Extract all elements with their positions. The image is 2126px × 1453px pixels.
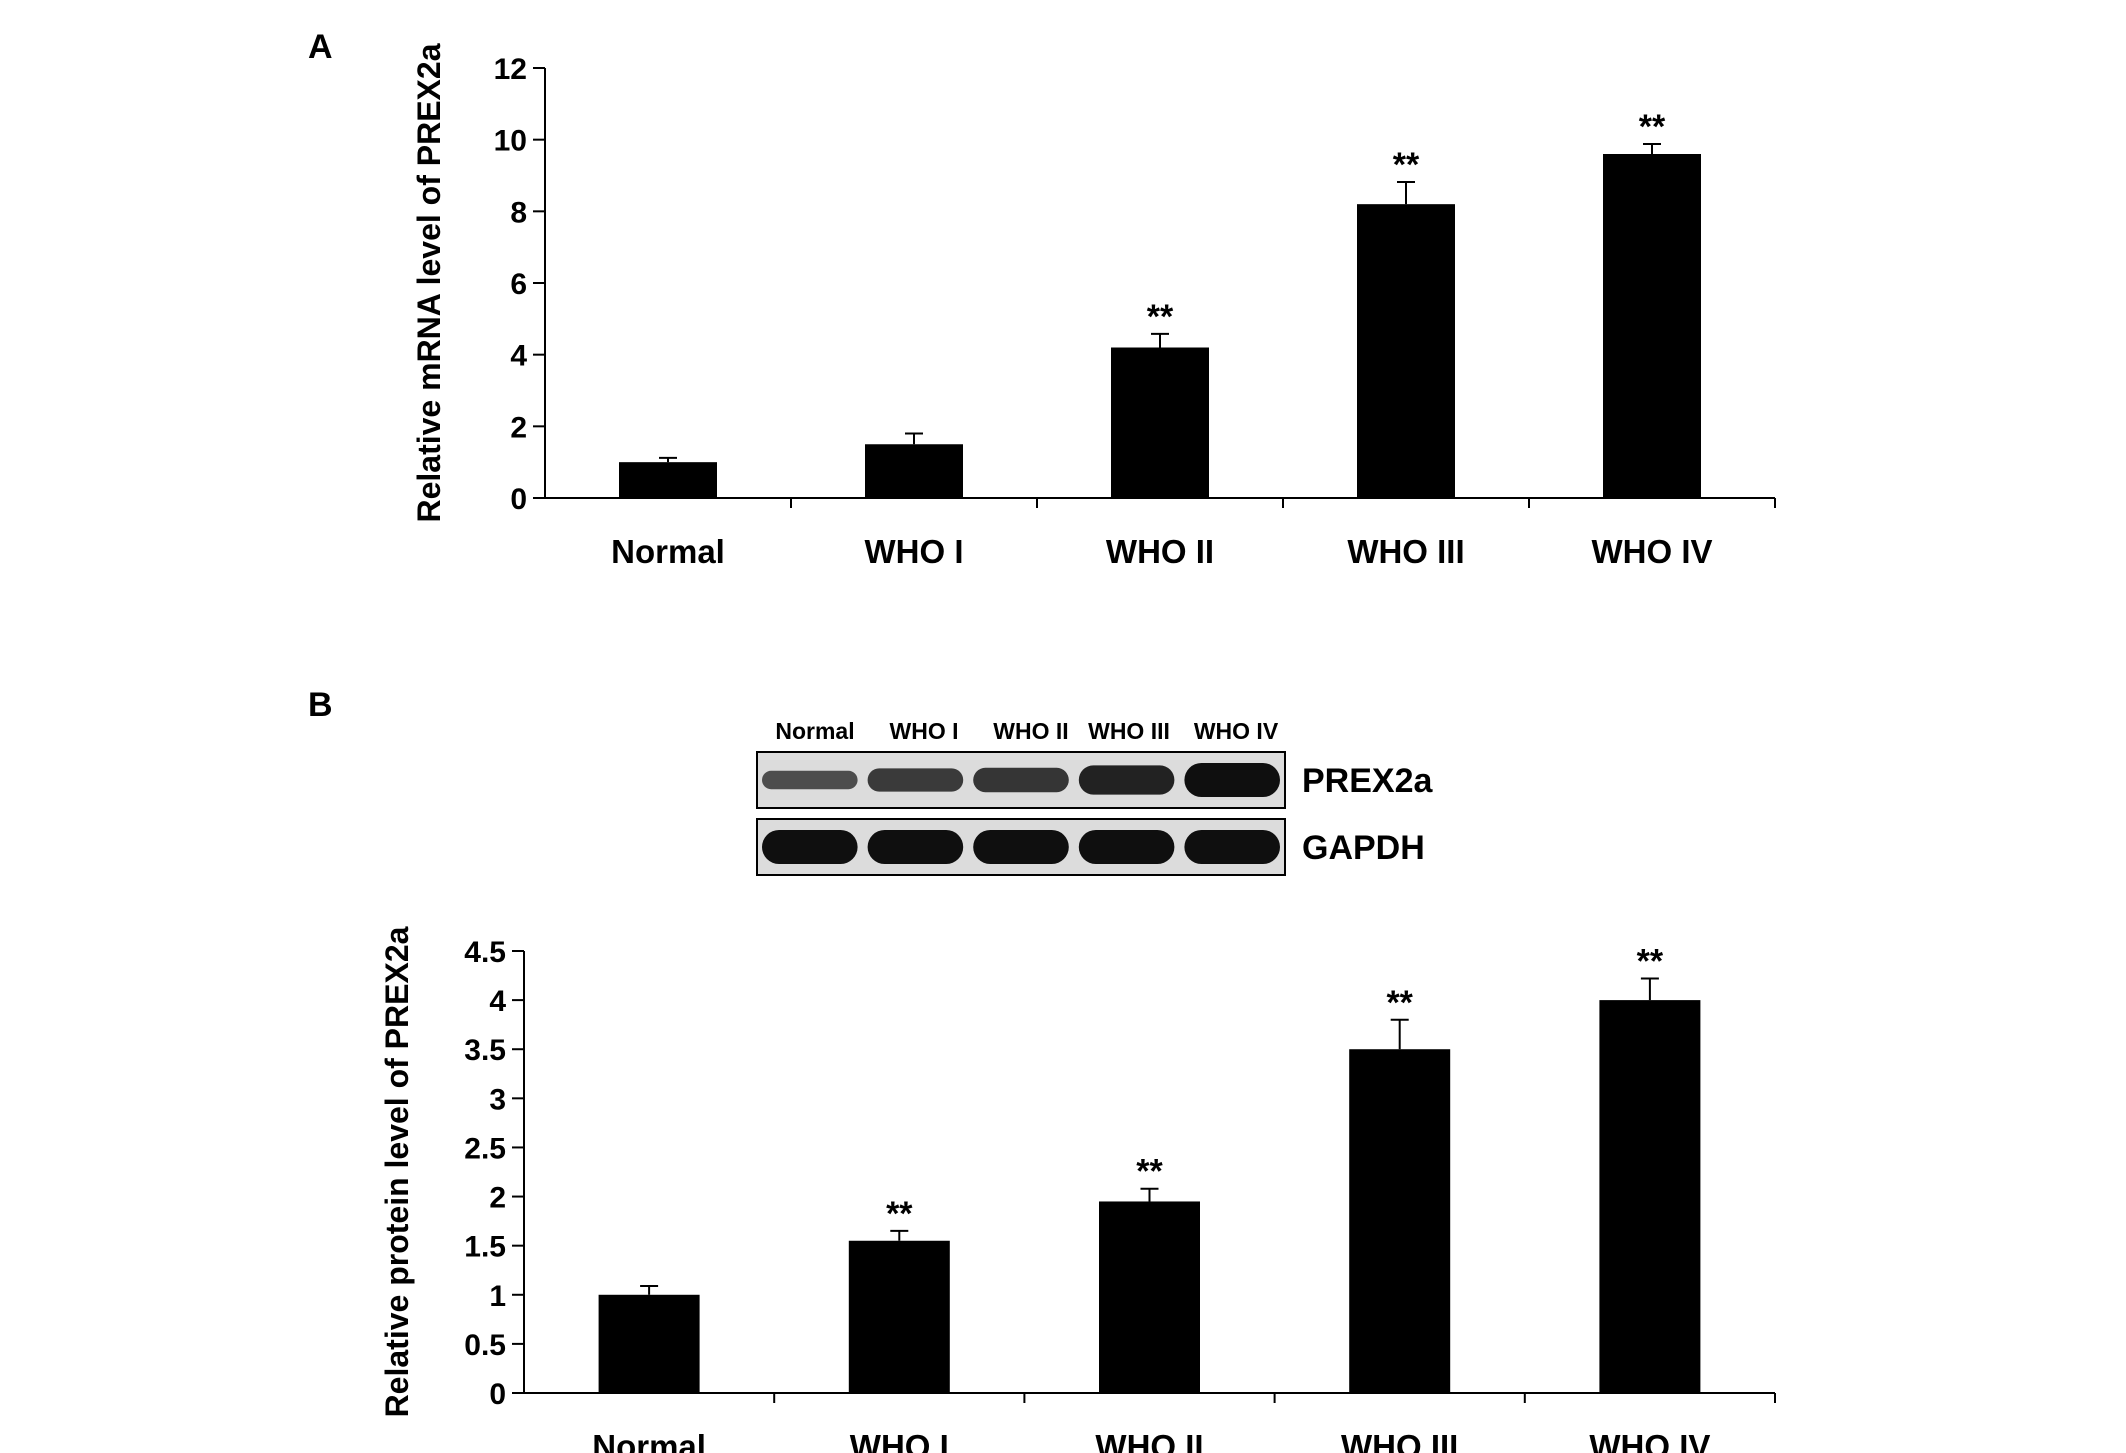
blot-band: [973, 830, 1069, 864]
y-tick-label: 2.5: [464, 1132, 506, 1165]
bar-who-ii: [1111, 347, 1209, 498]
y-tick-label: 0.5: [464, 1329, 506, 1362]
blot-band: [762, 830, 858, 864]
chart-b-protein: 0 0.5 1 1.5 2 2.5 3 3.5 4 4.5 Normal ** WHO I ** WHO I…: [379, 926, 1776, 1453]
blot-lane-label: WHO II: [993, 718, 1068, 744]
blot-band: [867, 830, 964, 864]
y-tick-label: 0: [510, 483, 527, 516]
blot-lane-label: WHO IV: [1194, 718, 1279, 744]
blot-band: [1184, 763, 1280, 797]
panel-b-letter: B: [308, 686, 333, 724]
x-category-label: WHO I: [865, 533, 964, 570]
chart-a-mrna: 0 2 4 6 8 10 12 Normal WHO I ** WHO II ** WHO III ** W…: [411, 43, 1776, 570]
bar-who-i: [848, 1240, 950, 1393]
significance-label: **: [1639, 108, 1666, 146]
x-category-label: WHO I: [850, 1428, 949, 1453]
blot-band: [1184, 830, 1280, 864]
y-tick-label: 6: [510, 268, 527, 301]
x-category-label: Normal: [592, 1428, 706, 1453]
blot-band: [762, 770, 858, 790]
y-axis-title: Relative mRNA level of PREX2a: [411, 43, 447, 522]
blot-row-label: GAPDH: [1302, 829, 1425, 867]
y-tick-label: 1: [489, 1280, 506, 1313]
blot-band: [973, 767, 1069, 793]
blot-lane-label: WHO III: [1088, 718, 1170, 744]
y-tick-label: 8: [510, 196, 527, 229]
x-category-label: WHO IV: [1592, 533, 1713, 570]
blot-band: [867, 768, 964, 792]
y-tick-label: 2: [489, 1182, 506, 1215]
y-tick-label: 3.5: [464, 1034, 506, 1067]
x-category-label: WHO III: [1347, 533, 1464, 570]
bar-who-iv: [1599, 1000, 1701, 1393]
significance-label: **: [886, 1195, 913, 1233]
western-blot: Normal WHO I WHO II WHO III WHO IV PREX2a GAPD…: [756, 718, 1433, 876]
significance-label: **: [1147, 298, 1174, 336]
blot-band: [1078, 765, 1175, 795]
y-tick-label: 3: [489, 1083, 506, 1116]
y-axis-title: Relative protein level of PREX2a: [379, 926, 415, 1417]
y-tick-label: 0: [489, 1378, 506, 1411]
y-tick-label: 4: [489, 985, 506, 1018]
bar-who-i: [865, 444, 963, 498]
blot-lane-label: Normal: [775, 718, 854, 744]
bar-who-iii: [1357, 204, 1455, 498]
y-tick-label: 4: [510, 340, 527, 373]
significance-label: **: [1393, 146, 1420, 184]
y-tick-label: 4.5: [464, 936, 506, 969]
y-tick-label: 2: [510, 411, 527, 444]
x-category-label: Normal: [611, 533, 725, 570]
x-category-label: WHO IV: [1589, 1428, 1710, 1453]
x-category-label: WHO II: [1106, 533, 1214, 570]
x-category-label: WHO II: [1095, 1428, 1203, 1453]
blot-lane-label: WHO I: [890, 718, 959, 744]
significance-label: **: [1637, 943, 1664, 981]
bar-who-iii: [1349, 1049, 1451, 1393]
bar-who-iv: [1603, 154, 1701, 498]
y-tick-label: 12: [494, 53, 527, 86]
blot-band: [1078, 830, 1175, 864]
bar-who-ii: [1099, 1201, 1200, 1393]
panel-a-letter: A: [308, 28, 333, 66]
significance-label: **: [1136, 1153, 1163, 1191]
y-tick-label: 10: [494, 125, 527, 158]
y-tick-label: 1.5: [464, 1231, 506, 1264]
significance-label: **: [1386, 984, 1413, 1022]
x-category-label: WHO III: [1341, 1428, 1458, 1453]
bar-normal: [598, 1294, 700, 1393]
blot-row-label: PREX2a: [1302, 762, 1433, 800]
bar-normal: [619, 462, 717, 498]
